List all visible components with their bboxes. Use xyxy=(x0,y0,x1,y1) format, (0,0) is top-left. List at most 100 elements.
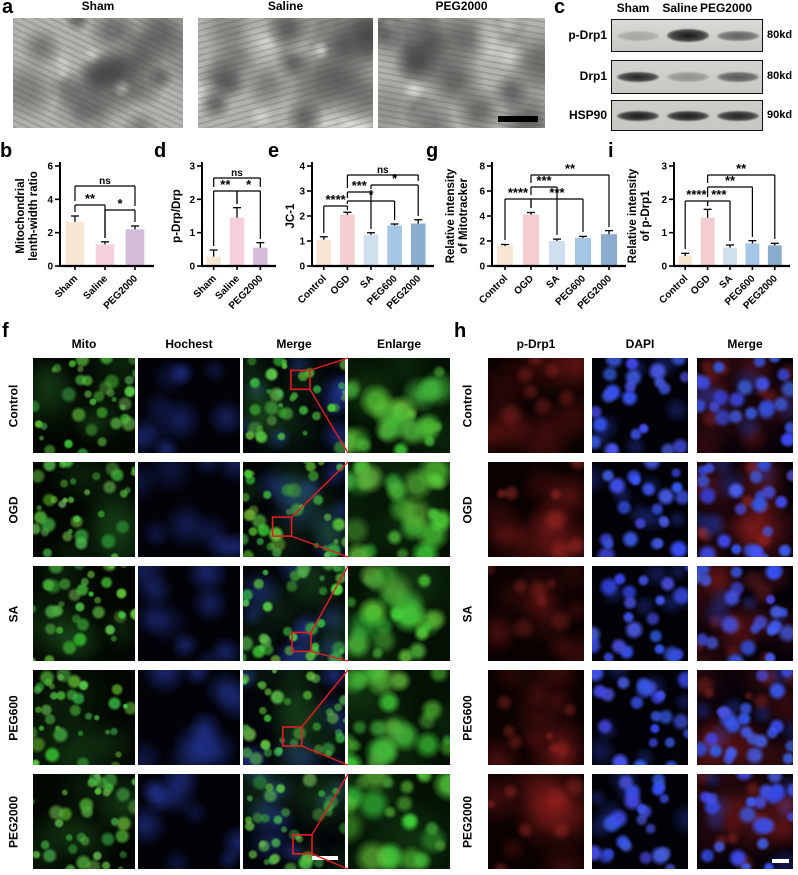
micrograph-cell xyxy=(697,462,793,557)
bar-chart-svg: 0 1 2 3 Relative intensity of p-Drp1 ControlOG… xyxy=(627,161,790,312)
panel-label-d: d xyxy=(154,140,167,162)
panel-label-a: a xyxy=(2,0,14,18)
svg-text:**: ** xyxy=(736,161,747,176)
grid-col-header: DAPI xyxy=(625,337,655,351)
svg-text:ns: ns xyxy=(377,165,389,176)
micrograph-cell xyxy=(348,358,450,453)
micrograph-cell xyxy=(592,670,688,765)
svg-text:****: **** xyxy=(325,192,346,207)
micrograph-cell xyxy=(138,462,240,557)
protein-band xyxy=(717,30,759,41)
grid-row-label: PEG600 xyxy=(6,694,20,741)
panel-label-g: g xyxy=(426,140,439,162)
svg-text:ns: ns xyxy=(231,168,243,179)
micrograph-cell xyxy=(243,566,345,661)
micrograph-cell xyxy=(243,462,345,557)
svg-text:of Mitotracker: of Mitotracker xyxy=(458,177,470,254)
micrograph-cell xyxy=(697,670,793,765)
blot-strip xyxy=(611,60,763,94)
micrograph-cell xyxy=(348,670,450,765)
svg-text:SA: SA xyxy=(359,273,377,291)
protein-band xyxy=(617,72,659,82)
svg-text:0: 0 xyxy=(479,262,485,273)
svg-text:***: *** xyxy=(711,187,727,202)
svg-text:0: 0 xyxy=(661,262,667,273)
micrograph-cell xyxy=(243,774,345,869)
svg-text:1: 1 xyxy=(299,237,305,248)
svg-text:**: ** xyxy=(85,191,96,206)
micrograph-cell xyxy=(592,774,688,869)
svg-text:Relative intensity: Relative intensity xyxy=(627,168,639,263)
blot-strip xyxy=(611,19,763,52)
em-image-title: Sham xyxy=(81,0,115,13)
svg-text:Control: Control xyxy=(477,273,510,306)
svg-text:JC-1: JC-1 xyxy=(285,203,297,229)
micrograph-cell xyxy=(488,358,584,453)
grid-col-header: Mito xyxy=(71,337,97,351)
svg-text:ns: ns xyxy=(99,176,111,187)
svg-text:Mitochondrial: Mitochondrial xyxy=(15,178,27,253)
svg-text:3: 3 xyxy=(299,187,305,198)
em-micrograph xyxy=(198,18,373,128)
svg-text:2: 2 xyxy=(299,212,305,223)
svg-text:****: **** xyxy=(508,185,529,200)
micrograph-cell xyxy=(138,358,240,453)
grid-row-label: PEG2000 xyxy=(460,795,474,848)
svg-text:0: 0 xyxy=(189,262,195,273)
svg-text:4: 4 xyxy=(479,212,485,223)
grid-row-label: PEG600 xyxy=(460,694,474,741)
svg-text:Sham: Sham xyxy=(53,273,80,300)
micrograph-cell xyxy=(592,462,688,557)
svg-text:OGD: OGD xyxy=(329,273,353,297)
protein-band xyxy=(667,29,709,42)
micrograph-cell xyxy=(488,774,584,869)
svg-text:**: ** xyxy=(725,173,736,188)
micrograph-cell xyxy=(348,774,450,869)
svg-text:Relative intensity: Relative intensity xyxy=(445,168,457,263)
svg-text:of p-Drp1: of p-Drp1 xyxy=(640,190,652,242)
svg-text:2: 2 xyxy=(189,195,195,206)
micrograph-cell xyxy=(33,774,135,869)
grid-col-header: Merge xyxy=(276,337,312,351)
svg-text:**: ** xyxy=(565,161,576,176)
blot-size-label: 90kd xyxy=(767,108,793,121)
svg-text:6: 6 xyxy=(479,187,485,198)
grid-col-header: p-Drp1 xyxy=(516,337,556,351)
grid-row-label: SA xyxy=(6,605,20,622)
blot-size-label: 80kd xyxy=(767,70,793,82)
protein-band xyxy=(617,30,659,41)
micrograph-cell xyxy=(33,670,135,765)
protein-band xyxy=(667,72,709,82)
svg-text:6: 6 xyxy=(47,162,53,173)
micrograph-cell xyxy=(488,462,584,557)
blot-protein-label: p-Drp1 xyxy=(568,27,607,42)
grid-col-header: Merge xyxy=(727,337,763,351)
protein-band xyxy=(667,110,709,121)
scale-bar xyxy=(312,856,338,860)
micrograph-cell xyxy=(33,566,135,661)
micrograph-cell xyxy=(33,358,135,453)
scale-bar xyxy=(772,859,789,863)
bar-chart-svg: 0 2 4 6 8 Relative intensity of Mitotracker Con… xyxy=(445,161,626,312)
micrograph-cell xyxy=(592,566,688,661)
svg-text:2: 2 xyxy=(661,195,667,206)
micrograph-cell xyxy=(138,566,240,661)
micrograph-cell xyxy=(33,462,135,557)
micrograph-cell xyxy=(697,358,793,453)
micrograph-cell xyxy=(697,566,793,661)
grid-row-label: PEG2000 xyxy=(6,795,20,848)
chart-mitotracker: 0 2 4 6 8 Relative intensity of Mitotracker Con… xyxy=(444,146,630,318)
blot-col-header: Saline xyxy=(662,1,698,15)
svg-text:OGD: OGD xyxy=(512,273,536,297)
grid-row-label: OGD xyxy=(6,495,20,524)
svg-text:8: 8 xyxy=(479,162,485,173)
svg-text:4: 4 xyxy=(299,162,305,173)
svg-text:0: 0 xyxy=(299,262,305,273)
bar-chart-svg: 0 2 4 6 Mitochondrial lenth-width ratio Sham Sa… xyxy=(15,162,154,312)
svg-text:2: 2 xyxy=(47,228,53,239)
em-image-title: PEG2000 xyxy=(435,0,488,13)
svg-text:2: 2 xyxy=(479,237,485,248)
protein-band xyxy=(617,110,659,121)
em-micrograph xyxy=(378,18,545,128)
